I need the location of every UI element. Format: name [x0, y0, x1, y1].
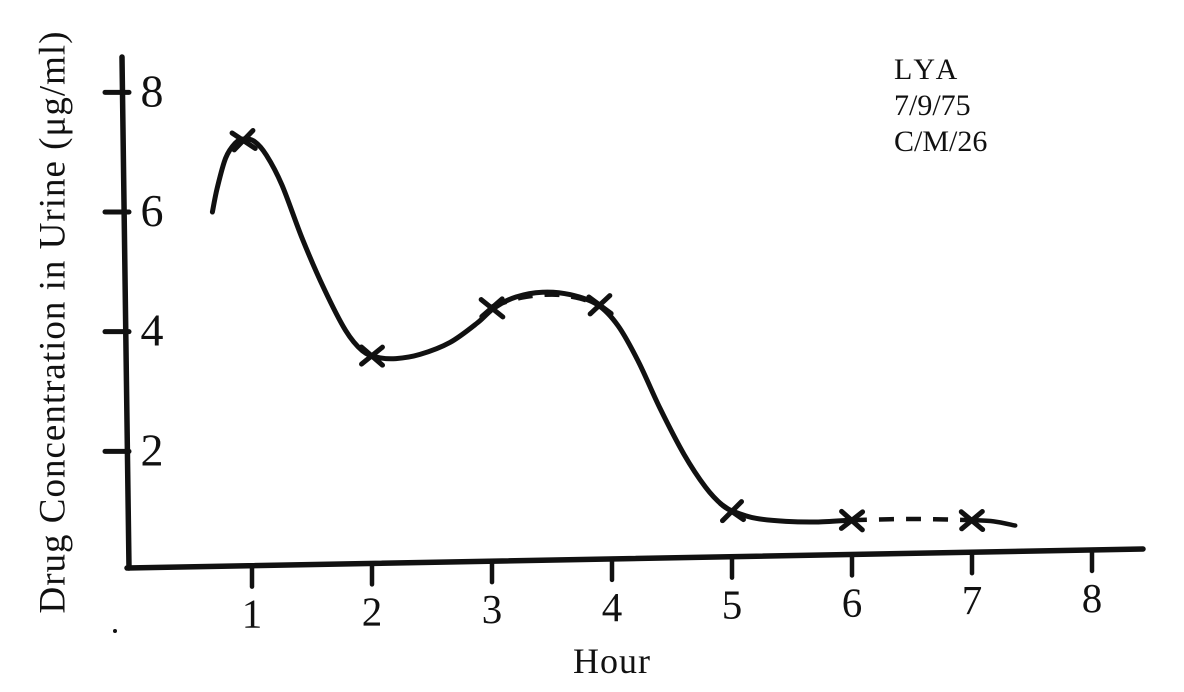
- dashed-segment: [851, 516, 973, 523]
- x-tick-label: 8: [1082, 575, 1103, 621]
- annotation-line-date: 7/9/75: [894, 89, 971, 122]
- data-point-marker: [958, 508, 986, 533]
- x-tick-label: 4: [602, 584, 623, 630]
- x-tick-label: 5: [722, 582, 743, 628]
- annotation-line-subject: C/M/26: [894, 125, 988, 158]
- x-tick-label: 7: [962, 577, 983, 623]
- x-marker-stroke: [838, 509, 866, 531]
- x-marker-stroke: [719, 499, 745, 524]
- data-curve-tail: [969, 517, 1018, 528]
- x-axis: [124, 546, 1146, 571]
- y-axis-title: Drug Concentration in Urine (μg/ml): [32, 30, 74, 614]
- y-tick-label: 6: [141, 185, 164, 236]
- data-point-marker: [229, 128, 258, 153]
- data-point-marker: [838, 508, 866, 533]
- x-marker-stroke: [231, 128, 256, 153]
- scan-speck: [113, 629, 117, 633]
- y-axis: [119, 54, 132, 571]
- annotation-block: LYA 7/9/75 C/M/26: [894, 52, 987, 160]
- data-point-marker: [358, 344, 386, 368]
- y-tick-label: 2: [141, 424, 164, 475]
- data-point-marker: [478, 296, 506, 320]
- x-marker-stroke: [959, 508, 985, 532]
- data-point-marker: [586, 293, 614, 317]
- data-point-marker: [718, 499, 746, 524]
- annotation-line-id: LYA: [894, 53, 962, 86]
- x-axis-title: Hour: [573, 641, 651, 681]
- y-tick-label: 8: [141, 65, 164, 116]
- x-marker-stroke: [359, 344, 385, 367]
- x-marker-stroke: [479, 296, 505, 320]
- x-tick-label: 3: [482, 586, 503, 632]
- x-tick-label: 6: [842, 579, 863, 625]
- data-curve: [209, 136, 855, 525]
- dashed-segment: [491, 292, 601, 309]
- x-tick-label: 1: [242, 591, 263, 637]
- y-tick-label: 4: [141, 305, 164, 356]
- x-marker-stroke: [587, 293, 613, 317]
- x-tick-label: 2: [362, 588, 383, 634]
